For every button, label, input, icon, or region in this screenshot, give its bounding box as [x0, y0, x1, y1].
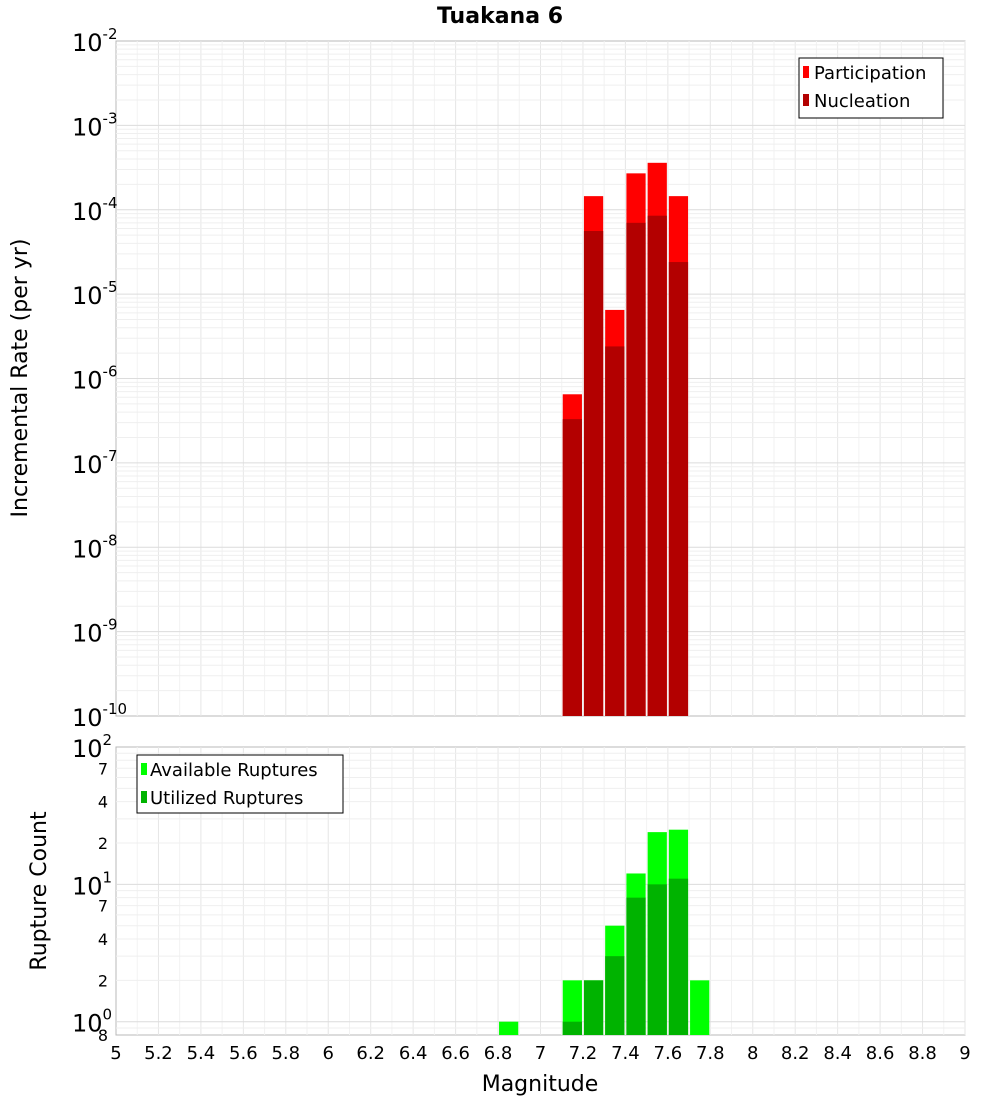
utilized-bar: [668, 878, 689, 1035]
nucleation-bar: [668, 262, 689, 716]
x-tick-label: 7.8: [696, 1043, 725, 1064]
nucleation-bar: [605, 346, 625, 716]
x-tick-label: 6.4: [399, 1043, 428, 1064]
nucleation-bar: [562, 419, 582, 716]
count-y-axis-label: Rupture Count: [27, 811, 52, 971]
participation-swatch: [803, 66, 809, 78]
x-tick-label: 6.6: [441, 1043, 470, 1064]
x-tick-label: 7.6: [654, 1043, 683, 1064]
x-tick-label: 5: [110, 1043, 121, 1064]
utilized-bar: [562, 1021, 582, 1035]
available-bar: [499, 1021, 519, 1035]
x-tick-label: 7.2: [569, 1043, 598, 1064]
legend-available: Available Ruptures: [150, 760, 318, 781]
utilized-bar: [647, 884, 667, 1035]
x-tick-label: 8: [747, 1043, 758, 1064]
nucleation-bar: [583, 230, 604, 716]
count-y-minor-tick-label: 2: [98, 834, 108, 853]
rate-y-tick-label: 10-5: [72, 278, 118, 310]
x-tick-label: 6: [323, 1043, 334, 1064]
utilized-bar: [605, 956, 625, 1035]
x-axis-label: Magnitude: [482, 1072, 599, 1097]
x-tick-label: 8.8: [908, 1043, 937, 1064]
utilized-bar: [626, 897, 646, 1035]
x-tick-label: 5.2: [144, 1043, 173, 1064]
count-y-minor-tick-label: 7: [98, 759, 108, 778]
rate-y-ticks: 10-2 10-3 10-4 10-5 10-6 10-7 10-8 10-9 10-10: [72, 25, 127, 732]
available-bar: [562, 980, 582, 1035]
nucleation-bar: [647, 215, 667, 717]
rate-legend-box: [798, 57, 944, 119]
rate-y-tick-label: 10-6: [72, 363, 118, 395]
legend-utilized: Utilized Ruptures: [150, 788, 303, 809]
rate-bars: [562, 162, 689, 717]
x-tick-label: 7.4: [611, 1043, 640, 1064]
magnitude-x-ticks: 5 5.2 5.4 5.6 5.8 6 6.2 6.4 6.6 6.8 7 7.2 7.4 7.6 7.8 8…: [110, 1043, 970, 1064]
rate-y-tick-label: 10-4: [72, 194, 118, 226]
count-y-tick-label: 100: [72, 1006, 112, 1038]
x-tick-label: 5.4: [187, 1043, 216, 1064]
x-tick-label: 6.2: [356, 1043, 385, 1064]
x-tick-label: 8.6: [866, 1043, 895, 1064]
legend-participation: Participation: [814, 63, 926, 84]
count-legend-box: [136, 754, 344, 814]
rate-grid: [116, 41, 966, 716]
x-tick-label: 5.6: [229, 1043, 258, 1064]
legend-nucleation: Nucleation: [814, 91, 910, 112]
rate-y-tick-label: 10-10: [72, 700, 127, 732]
rate-y-axis-label: Incremental Rate (per yr): [8, 239, 33, 518]
rate-y-tick-label: 10-7: [72, 447, 118, 479]
count-y-minor-tick-label: 8: [98, 1026, 108, 1045]
rate-legend: Participation Nucleation: [798, 57, 944, 119]
utilized-swatch: [141, 791, 147, 803]
count-y-minor-tick-label: 4: [98, 793, 108, 812]
count-y-tick-label: 102: [72, 731, 112, 763]
rate-y-tick-label: 10-3: [72, 109, 118, 141]
nucleation-bar: [626, 222, 646, 716]
chart-title: Tuakana 6: [437, 4, 563, 29]
available-bar: [690, 980, 710, 1035]
count-y-minor-tick-label: 7: [98, 897, 108, 916]
x-tick-label: 7: [535, 1043, 546, 1064]
x-tick-label: 6.8: [484, 1043, 513, 1064]
rate-y-tick-label: 10-2: [72, 25, 118, 57]
x-tick-label: 5.8: [271, 1043, 300, 1064]
utilized-bar: [583, 980, 604, 1035]
x-tick-label: 9: [959, 1043, 970, 1064]
available-swatch: [141, 763, 147, 775]
count-y-tick-label: 101: [72, 868, 112, 900]
rate-y-tick-label: 10-9: [72, 616, 118, 648]
x-tick-label: 8.2: [781, 1043, 810, 1064]
count-y-minor-tick-label: 2: [98, 971, 108, 990]
count-y-minor-tick-label: 4: [98, 930, 108, 949]
count-legend: Available Ruptures Utilized Ruptures: [136, 754, 344, 814]
nucleation-swatch: [803, 94, 809, 106]
rate-y-tick-label: 10-8: [72, 531, 118, 563]
x-tick-label: 8.4: [823, 1043, 852, 1064]
count-bars: [499, 829, 710, 1035]
